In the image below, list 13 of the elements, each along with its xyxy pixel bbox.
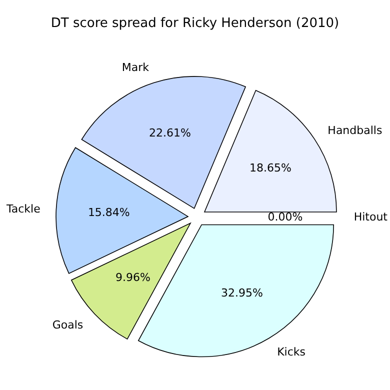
slice-label: Handballs (328, 124, 382, 137)
slice-label: Mark (122, 61, 150, 74)
text: 0.00% (268, 210, 303, 224)
slice-label: Tackle (5, 202, 41, 216)
data-label: 9.96% (116, 271, 150, 284)
slice-label: Goals (52, 318, 84, 332)
slice-label: Kicks (277, 345, 306, 358)
data-label: 32.95% (221, 286, 263, 300)
chart-title: DT score spread for Ricky Henderson (2010) (50, 16, 340, 31)
data-label: 15.84% (88, 206, 130, 219)
category-label: Hitout (354, 210, 388, 224)
data-label: 18.65% (250, 162, 292, 175)
data-label: 22.61% (149, 126, 191, 140)
